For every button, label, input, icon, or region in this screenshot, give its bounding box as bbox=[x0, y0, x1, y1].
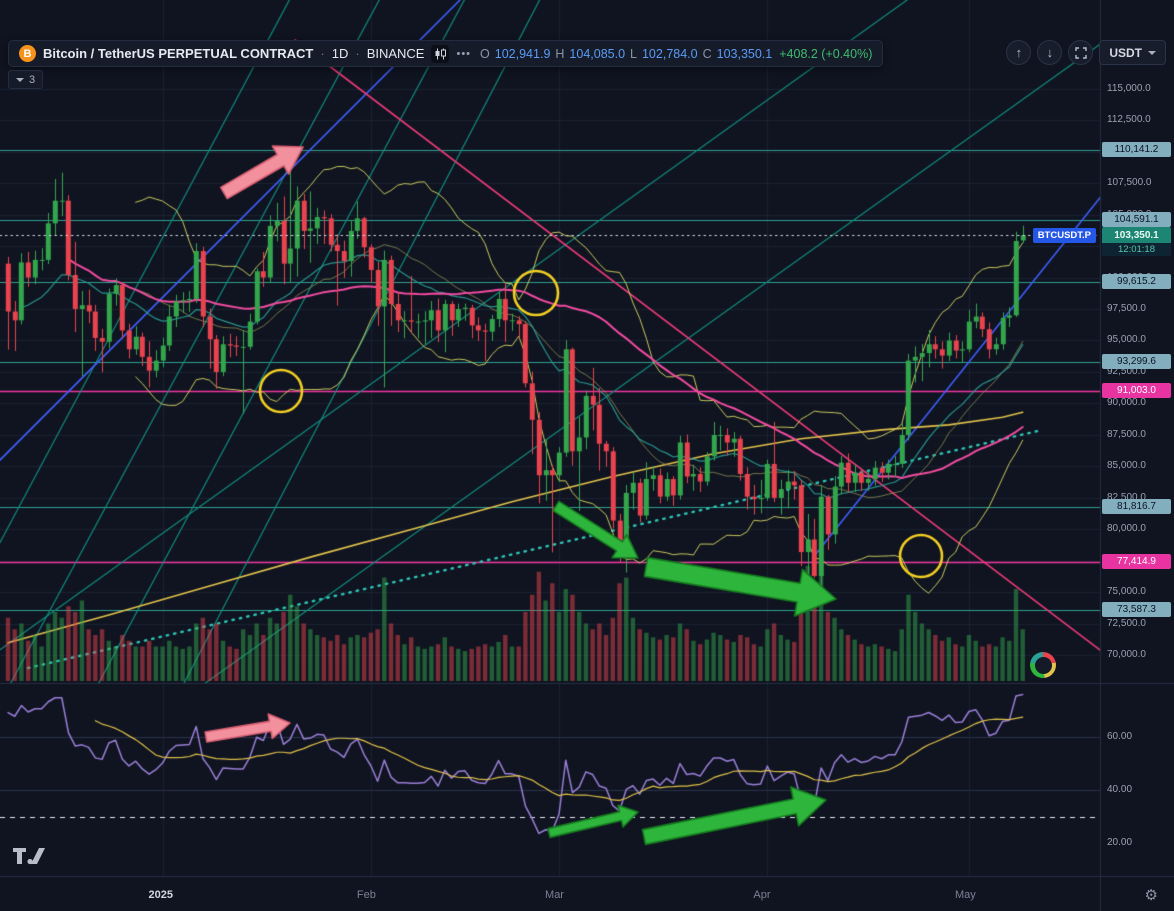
price-tick-label: 90,000.0 bbox=[1107, 397, 1146, 409]
chart-type-icon[interactable] bbox=[431, 44, 450, 63]
time-axis-label: Feb bbox=[356, 889, 376, 901]
price-level-badge: 104,591.1 bbox=[1102, 211, 1171, 227]
fullscreen-icon bbox=[1075, 46, 1087, 59]
tradingview-logo[interactable] bbox=[13, 845, 49, 872]
low-value: 102,784.0 bbox=[641, 46, 698, 61]
rsi-tick-label: 60.00 bbox=[1107, 731, 1133, 742]
exchange-label[interactable]: BINANCE bbox=[366, 46, 425, 61]
price-level-badge: 110,141.2 bbox=[1102, 141, 1171, 157]
low-label: L bbox=[630, 46, 637, 61]
open-label: O bbox=[480, 46, 490, 61]
price-tick-label: 70,000.0 bbox=[1107, 649, 1146, 661]
currency-toggle-button[interactable]: USDT bbox=[1099, 40, 1166, 65]
time-axis-label: May bbox=[954, 889, 976, 901]
settings-gear-icon[interactable]: ⚙ bbox=[1144, 887, 1158, 904]
chevron-down-icon bbox=[1148, 50, 1156, 55]
price-axis[interactable]: 115,000.0112,500.0110,000.0107,500.0105,… bbox=[1100, 0, 1174, 911]
price-tick-label: 75,000.0 bbox=[1107, 586, 1146, 598]
time-axis[interactable]: ⚙ 2025 Feb Mar Apr May bbox=[0, 877, 1174, 911]
price-tick-label: 87,500.0 bbox=[1107, 428, 1146, 440]
price-tick-label: 115,000.0 bbox=[1107, 82, 1151, 94]
close-value: 103,350.1 bbox=[716, 46, 773, 61]
price-tick-label: 112,500.0 bbox=[1107, 114, 1151, 126]
price-tick-label: 97,500.0 bbox=[1107, 302, 1146, 314]
fullscreen-button[interactable] bbox=[1068, 40, 1094, 65]
price-tick-label: 92,500.0 bbox=[1107, 365, 1146, 377]
bitcoin-icon: B bbox=[19, 45, 36, 62]
last-price-badge: 103,350.1 12:01:18 bbox=[1102, 227, 1171, 257]
last-price-symbol-tag: BTCUSDT.P bbox=[1032, 228, 1096, 244]
price-tick-label: 85,000.0 bbox=[1107, 460, 1146, 472]
price-level-badge: 91,003.0 bbox=[1102, 382, 1171, 398]
legend-collapsed-toggle[interactable]: 3 bbox=[8, 70, 44, 89]
close-label: C bbox=[702, 46, 712, 61]
rsi-tick-label: 40.00 bbox=[1107, 784, 1133, 795]
high-label: H bbox=[555, 46, 565, 61]
chevron-down-icon bbox=[16, 77, 24, 82]
price-tick-label: 107,500.0 bbox=[1107, 177, 1152, 189]
chart-controls: ↑ ↓ USDT bbox=[1006, 40, 1166, 65]
rsi-tick-label: 20.00 bbox=[1107, 837, 1133, 848]
high-value: 104,085.0 bbox=[569, 46, 626, 61]
price-tick-label: 95,000.0 bbox=[1107, 334, 1146, 346]
time-axis-label: Apr bbox=[753, 889, 771, 901]
price-level-badge: 73,587.3 bbox=[1102, 602, 1171, 618]
price-level-badge: 93,299.6 bbox=[1102, 353, 1171, 369]
separator-dot: · bbox=[320, 46, 325, 61]
time-axis-label: 2025 bbox=[148, 889, 174, 901]
change-value: +408.2 (+0.40%) bbox=[779, 46, 873, 61]
price-tick-label: 72,500.0 bbox=[1107, 617, 1146, 629]
scroll-down-button[interactable]: ↓ bbox=[1037, 40, 1063, 65]
symbol-title[interactable]: Bitcoin / TetherUS PERPETUAL CONTRACT bbox=[43, 46, 314, 61]
scroll-up-button[interactable]: ↑ bbox=[1006, 40, 1032, 65]
price-level-badge: 81,816.7 bbox=[1102, 498, 1171, 514]
symbol-toolbar[interactable]: B Bitcoin / TetherUS PERPETUAL CONTRACT … bbox=[8, 40, 884, 67]
price-level-badge: 77,414.9 bbox=[1102, 553, 1171, 569]
open-value: 102,941.9 bbox=[494, 46, 551, 61]
currency-label: USDT bbox=[1109, 45, 1142, 60]
more-options-icon[interactable]: ••• bbox=[456, 47, 472, 60]
price-tick-label: 82,500.0 bbox=[1107, 491, 1146, 503]
ohlc-readout: O 102,941.9 H 104,085.0 L 102,784.0 C 103,35… bbox=[480, 47, 872, 61]
price-level-badge: 99,615.2 bbox=[1102, 274, 1171, 290]
technical-gauge-icon[interactable] bbox=[1030, 652, 1056, 678]
legend-count: 3 bbox=[29, 73, 36, 86]
time-axis-label: Mar bbox=[545, 889, 564, 901]
interval-label[interactable]: 1D bbox=[331, 46, 349, 61]
separator-dot: · bbox=[355, 46, 360, 61]
price-tick-label: 80,000.0 bbox=[1107, 523, 1146, 535]
